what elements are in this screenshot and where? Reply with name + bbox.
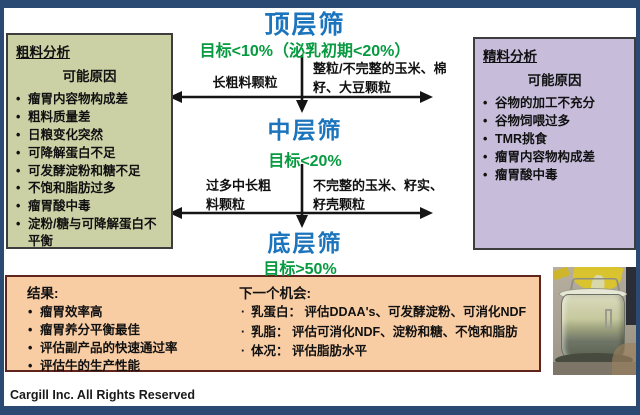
- list-item: TMR挑食: [482, 131, 627, 148]
- bottom-sieve-title: 底层筛: [267, 230, 343, 256]
- list-item: 瘤胃酸中毒: [15, 198, 164, 215]
- forage-causes-list: 瘤胃内容物构成差粗料质量差日粮变化突然可降解蛋白不足可发酵淀粉和糖不足不饱和脂肪…: [15, 91, 164, 250]
- bottom-sieve-target: 目标>50%: [263, 261, 337, 278]
- results-list: 瘤胃效率高瘤胃养分平衡最佳评估副产品的快速通过率评估牛的生产性能: [27, 304, 237, 375]
- photo-ground-corner: [612, 343, 638, 375]
- list-item: 可发酵淀粉和糖不足: [15, 163, 164, 180]
- results-panel: 结果: 瘤胃效率高瘤胃养分平衡最佳评估副产品的快速通过率评估牛的生产性能 下一个…: [5, 275, 541, 374]
- particle-separator-photo: [553, 267, 638, 375]
- middle-sieve-left-branch-label: 过多中长粗料颗粒: [206, 178, 272, 212]
- top-sieve-target: 目标<10%（泌乳初期<20%）: [199, 43, 411, 60]
- list-item: 瘤胃内容物构成差: [482, 149, 627, 166]
- list-item: 淀粉/糖与可降解蛋白不平衡: [15, 216, 164, 250]
- list-item: 可降解蛋白不足: [15, 145, 164, 162]
- middle-sieve-right-branch-label: 不完整的玉米、籽实、籽壳颗粒: [313, 178, 444, 212]
- concentrate-box-subtitle: 可能原因: [527, 73, 582, 88]
- list-item: 粗料质量差: [15, 109, 164, 126]
- opportunities-title: 下一个机会:: [239, 286, 311, 301]
- forage-box-title: 粗料分析: [16, 45, 70, 60]
- list-item: 不饱和脂肪过多: [15, 180, 164, 197]
- results-title: 结果:: [27, 286, 59, 301]
- list-item: 瘤胃养分平衡最佳: [27, 322, 237, 339]
- list-item: 体况： 评估脂肪水平: [239, 343, 541, 361]
- list-item: 谷物的加工不充分: [482, 95, 627, 112]
- top-sieve-left-branch-label: 长粗料颗粒: [212, 75, 278, 90]
- list-item: 乳蛋白： 评估DDAA's、可发酵淀粉、可消化NDF: [239, 304, 541, 322]
- photo-dark-edge: [626, 267, 638, 325]
- list-item: 乳脂： 评估可消化NDF、淀粉和糖、不饱和脂肪: [239, 324, 541, 342]
- list-item: 谷物饲喂过多: [482, 113, 627, 130]
- copyright-text: Cargill Inc. All Rights Reserved: [10, 388, 196, 402]
- concentrate-analysis-box: 精料分析 可能原因 谷物的加工不充分谷物饲喂过多TMR挑食瘤胃内容物构成差瘤胃酸…: [473, 37, 636, 250]
- list-item: 瘤胃内容物构成差: [15, 91, 164, 108]
- concentrate-causes-list: 谷物的加工不充分谷物饲喂过多TMR挑食瘤胃内容物构成差瘤胃酸中毒: [482, 95, 627, 183]
- list-item: 瘤胃效率高: [27, 304, 237, 321]
- forage-analysis-box: 粗料分析 可能原因 瘤胃内容物构成差粗料质量差日粮变化突然可降解蛋白不足可发酵淀…: [6, 33, 173, 249]
- photo-metal-clip: [605, 309, 612, 329]
- top-sieve-right-branch-label: 整粒/不完整的玉米、棉籽、大豆颗粒: [313, 61, 447, 95]
- list-item: 日粮变化突然: [15, 127, 164, 144]
- concentrate-box-title: 精料分析: [483, 49, 537, 64]
- top-sieve-title: 顶层筛: [264, 11, 346, 39]
- list-item: 瘤胃酸中毒: [482, 167, 627, 184]
- top-sieve-arrows: [169, 55, 433, 113]
- list-item: 评估牛的生产性能: [27, 358, 237, 375]
- opportunities-column: 下一个机会: 乳蛋白： 评估DDAA's、可发酵淀粉、可消化NDF 乳脂： 评估可…: [239, 282, 541, 363]
- middle-sieve-target: 目标<20%: [268, 153, 342, 170]
- opportunities-list: 乳蛋白： 评估DDAA's、可发酵淀粉、可消化NDF 乳脂： 评估可消化NDF、淀…: [239, 304, 541, 361]
- list-item: 评估副产品的快速通过率: [27, 340, 237, 357]
- forage-box-subtitle: 可能原因: [62, 69, 117, 84]
- middle-sieve-title: 中层筛: [267, 117, 343, 143]
- results-column: 结果: 瘤胃效率高瘤胃养分平衡最佳评估副产品的快速通过率评估牛的生产性能: [27, 282, 237, 376]
- middle-sieve-arrows: [169, 164, 433, 228]
